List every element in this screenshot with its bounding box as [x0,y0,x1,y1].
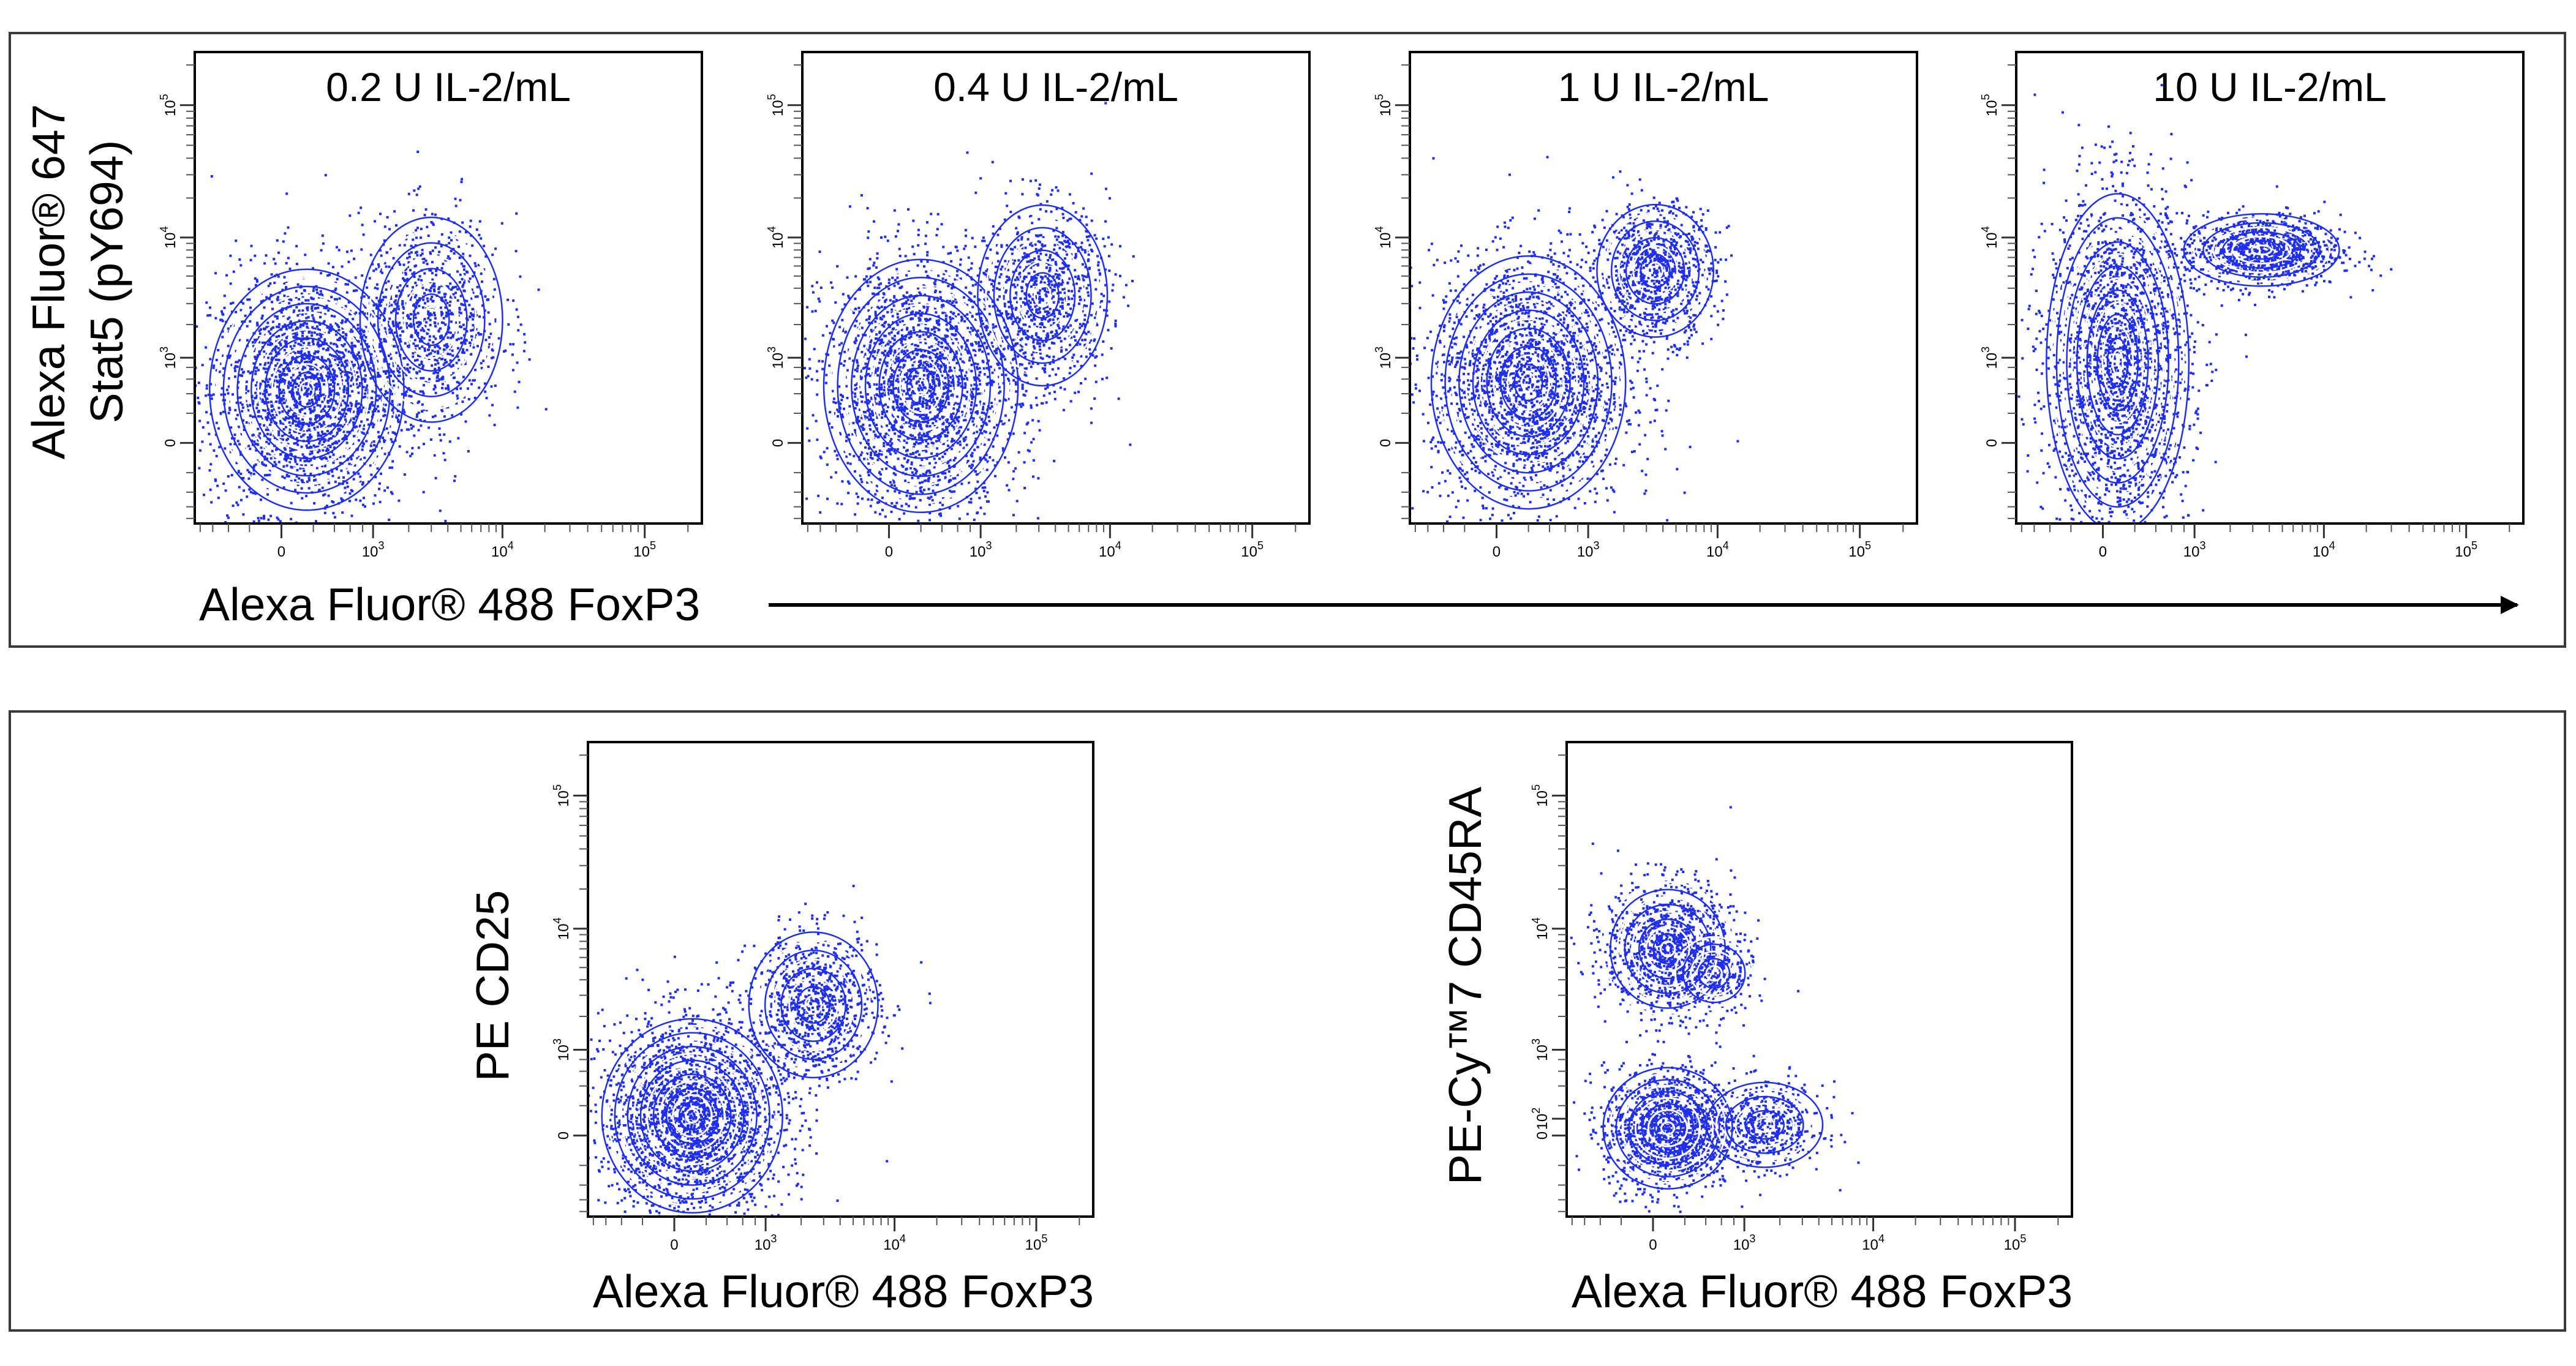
x-tick-label: 0 [1493,544,1501,560]
x-tick-label: 103 [755,1233,777,1253]
x-tick-label: 104 [1706,539,1729,560]
event-dots [802,102,1135,524]
x-tick-label: 105 [2455,539,2477,560]
x-tick-label: 103 [2183,539,2206,560]
x-tick-label: 0 [277,544,285,560]
x-tick-label: 104 [2313,539,2335,560]
contour-2 [2183,213,2340,287]
y-tick-label: 103 [1530,1038,1551,1061]
events [1410,156,1739,524]
y-tick-label: 104 [1979,226,2000,249]
plot-title: 1 U IL-2/mL [1558,64,1769,110]
y-tick-label: 0 [1377,439,1394,447]
y-tick-label: 104 [1530,917,1551,940]
x-tick-label: 103 [970,539,992,560]
event-dots [195,151,548,524]
x-tick-label: 104 [1862,1233,1885,1253]
y-tick-label: 0 [770,439,786,447]
flow-plot-4: 10 U IL-2/mL 0 103 104 105 0 103 104 105 [1979,51,2525,560]
x-tick-label: 0 [670,1237,678,1253]
contour-2 [359,216,503,423]
y-tick-label: 104 [551,917,572,940]
minor-ticks [2008,64,2510,532]
top-y-axis-label-line2: Stat5 (pY694) [81,140,132,424]
events [2017,84,2393,524]
contour-2 [1596,203,1715,338]
contour-3 [1706,1081,1824,1168]
y-tick-label: 102 [1530,1108,1551,1130]
contour-1 [1602,881,1733,1017]
bottom-left-y-axis-label: PE CD25 [467,890,518,1082]
events [195,151,548,524]
events [1570,806,1860,1214]
y-tick-label: 105 [551,784,572,807]
event-dots [2017,84,2393,524]
x-tick-label: 105 [1241,539,1264,560]
contour-4 [1674,936,1754,1011]
flow-plot-1: 0.2 U IL-2/mL 0 103 104 105 0 103 104 105 [158,51,703,560]
top-y-axis-label-line1: Alexa Fluor® 647 [23,104,74,460]
x-tick-label: 104 [491,539,514,560]
bottom-left-x-axis-label: Alexa Fluor® 488 FoxP3 [593,1266,1094,1317]
x-tick-label: 103 [1733,1233,1756,1253]
event-dots [588,885,932,1217]
y-tick-label: 105 [1979,94,2000,116]
x-tick-label: 104 [883,1233,906,1253]
top-panel-border [9,32,2566,648]
x-tick-label: 105 [633,539,656,560]
y-tick-label: 103 [766,347,786,369]
y-tick-label: 105 [766,94,786,116]
x-tick-label: 0 [885,544,893,560]
bottom-panel-border [9,710,2566,1332]
y-tick-label: 104 [158,226,179,249]
x-tick-label: 0 [2099,544,2107,560]
minor-ticks [794,64,1297,532]
x-tick-label: 105 [1025,1233,1048,1253]
y-tick-label: 0 [1984,439,2000,447]
plot-title: 10 U IL-2/mL [2153,64,2387,110]
contour-1 [209,268,405,511]
y-tick-label: 104 [1373,226,1394,249]
y-tick-label: 103 [158,347,179,369]
contour-1 [601,1018,783,1214]
x-tick-label: 103 [362,539,385,560]
x-tick-label: 104 [1099,539,1121,560]
flow-plot-3: 1 U IL-2/mL 0 103 104 105 0 103 104 105 [1373,51,1918,560]
bottom-right-y-axis-label: PE-Cy™7 CD45RA [1439,787,1491,1185]
x-tick-label: 0 [1649,1237,1657,1253]
y-tick-label: 104 [766,226,786,249]
y-tick-label: 0 [1534,1131,1551,1139]
flow-plot-2: 0.4 U IL-2/mL 0 103 104 105 0 103 104 105 [766,51,1311,560]
event-dots [1570,806,1860,1214]
flow-plot-5: 0 103 104 105 0 103 104 105 [551,741,1094,1253]
event-dots [1410,156,1739,524]
x-tick-label: 105 [2004,1233,2027,1253]
x-tick-label: 105 [1848,539,1871,560]
contour-1 [823,258,1019,514]
plot-title: 0.2 U IL-2/mL [326,64,571,110]
y-tick-label: 103 [1979,347,2000,369]
y-tick-label: 103 [551,1038,572,1061]
y-tick-label: 103 [1373,347,1394,369]
x-tick-label: 103 [1577,539,1600,560]
y-tick-label: 105 [158,94,179,116]
contour-1 [2046,193,2190,524]
contour-2 [748,931,879,1079]
plot-frame [1565,741,2073,1218]
events [588,885,932,1217]
y-tick-label: 0 [162,439,179,447]
contour-1 [1430,255,1627,510]
y-tick-label: 105 [1530,784,1551,807]
y-tick-label: 105 [1373,94,1394,116]
plot-title: 0.4 U IL-2/mL [933,64,1178,110]
bottom-right-x-axis-label: Alexa Fluor® 488 FoxP3 [1572,1266,2073,1317]
top-x-axis-label: Alexa Fluor® 488 FoxP3 [199,579,700,630]
contour-2 [977,204,1109,387]
y-tick-label: 0 [555,1131,572,1139]
